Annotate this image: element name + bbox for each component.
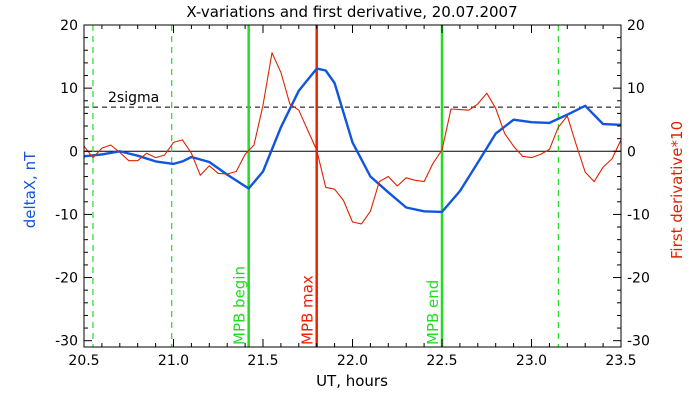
y-tick-label-right: -30	[627, 334, 650, 350]
x-tick-label: 20.5	[68, 353, 99, 369]
y-tick-label-right: -20	[627, 271, 650, 287]
y-tick-label-left: 0	[69, 144, 78, 160]
y-tick-label-left: 20	[60, 18, 78, 34]
series-line-1	[83, 52, 622, 225]
marker-label-4: MPB end	[424, 280, 442, 345]
marker-label-2: MPB begin	[231, 266, 249, 345]
x-tick-label: 22.0	[337, 353, 368, 369]
right-axis-title: First derivative*10	[668, 121, 686, 259]
y-tick-label-right: 10	[627, 81, 645, 97]
x-tick-label: 21.5	[247, 353, 278, 369]
x-tick-label: 21.0	[158, 353, 189, 369]
y-tick-label-left: 10	[60, 81, 78, 97]
chart-marks	[83, 24, 622, 348]
y-tick-label-left: -20	[55, 271, 78, 287]
threshold-label: 2sigma	[108, 90, 159, 106]
plot-frame	[83, 24, 622, 348]
x-tick-label: 23.0	[516, 353, 547, 369]
chart-title: X-variations and first derivative, 20.07…	[186, 3, 517, 21]
x-axis-title: UT, hours	[316, 372, 388, 390]
y-tick-label-left: -30	[55, 334, 78, 350]
chart-texts: MPB begin MPB max MPB end 20.5 21.0 21.5 22.0 2…	[55, 18, 650, 369]
left-axis-title: deltaX, nT	[21, 151, 39, 228]
marker-label-3: MPB max	[299, 275, 317, 345]
y-tick-label-right: 20	[627, 18, 645, 34]
y-tick-label-right: 0	[627, 144, 636, 160]
y-tick-label-left: -10	[55, 207, 78, 223]
x-tick-label: 22.5	[426, 353, 457, 369]
x-tick-label: 23.5	[605, 353, 636, 369]
y-tick-label-right: -10	[627, 207, 650, 223]
series-line-0	[83, 67, 622, 214]
